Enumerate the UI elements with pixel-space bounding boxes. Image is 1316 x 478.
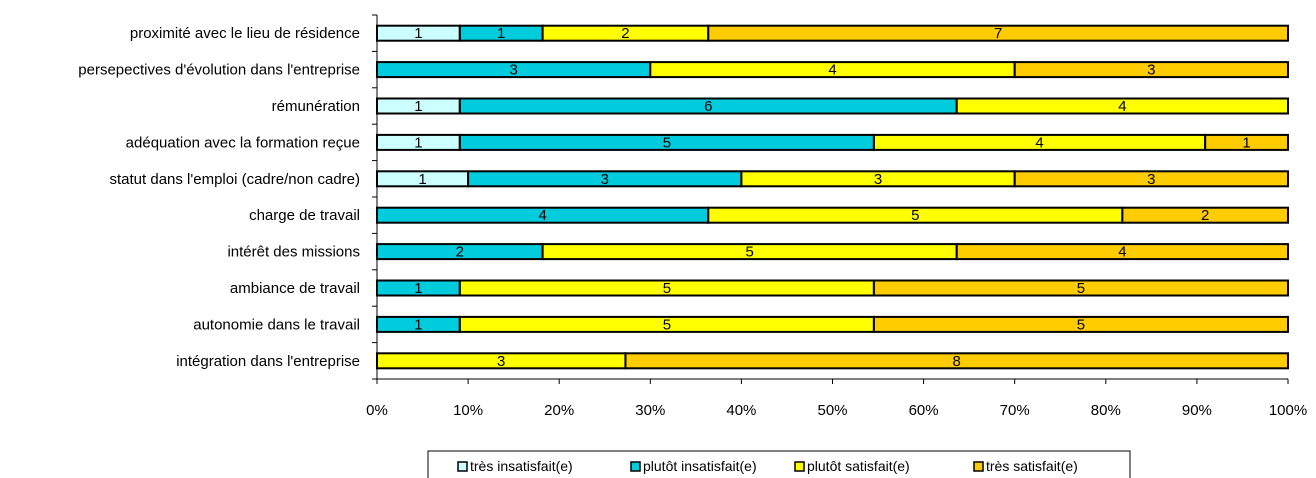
data-label-plutot-satisfait-e-4: 4	[1035, 134, 1043, 151]
x-tick-label: 20%	[544, 402, 574, 419]
data-label-tres-satisfait-e-1: 7	[994, 25, 1002, 42]
data-label-plutot-insatisfait-e-9: 1	[414, 316, 422, 333]
category-label-adequation-avec-la-formation-recue: adéquation avec la formation reçue	[126, 134, 360, 151]
bar-segment-plutot-satisfait-e-3	[955, 97, 1290, 115]
data-label-tres-satisfait-e-7: 4	[1118, 244, 1126, 261]
data-label-tres-satisfait-e-10: 8	[953, 353, 961, 370]
category-label-autonomie-dans-le-travail: autonomie dans le travail	[193, 316, 360, 333]
category-label-persepectives-d-evolution-dans-l-entreprise: persepectives d'évolution dans l'entrepr…	[78, 62, 360, 79]
data-label-plutot-insatisfait-e-2: 3	[509, 62, 517, 79]
x-tick-label: 30%	[635, 402, 665, 419]
category-label-integration-dans-l-entreprise: intégration dans l'entreprise	[176, 353, 360, 370]
category-label-statut-dans-l-emploi-cadre-non-cadre: statut dans l'emploi (cadre/non cadre)	[110, 171, 361, 188]
data-label-tres-satisfait-e-8: 5	[1077, 280, 1085, 297]
bar-segment-tres-satisfait-e-10	[624, 352, 1289, 370]
x-tick-label: 0%	[366, 402, 388, 419]
data-label-plutot-insatisfait-e-6: 4	[538, 207, 546, 224]
data-label-plutot-satisfait-e-5: 3	[874, 171, 882, 188]
legend-label-plutot-satisfait-e: plutôt satisfait(e)	[807, 458, 910, 474]
bar-segment-tres-satisfait-e-5	[1013, 170, 1289, 188]
data-label-tres-satisfait-e-4: 1	[1242, 134, 1250, 151]
category-label-interet-des-missions: intérêt des missions	[227, 244, 360, 261]
x-tick-label: 10%	[453, 402, 483, 419]
legend-label-plutot-insatisfait-e: plutôt insatisfait(e)	[643, 458, 757, 474]
category-label-charge-de-travail: charge de travail	[249, 207, 360, 224]
data-label-plutot-insatisfait-e-8: 1	[414, 280, 422, 297]
legend-swatch-plutot-insatisfait-e	[630, 461, 641, 472]
data-label-tres-satisfait-e-5: 3	[1147, 171, 1155, 188]
data-label-plutot-insatisfait-e-3: 6	[704, 98, 712, 115]
legend-box	[427, 450, 1131, 478]
x-tick-label: 50%	[817, 402, 847, 419]
category-label-proximite-avec-le-lieu-de-residence: proximité avec le lieu de résidence	[130, 25, 360, 42]
x-tick-label: 40%	[726, 402, 756, 419]
data-label-tres-satisfait-e-2: 3	[1147, 62, 1155, 79]
legend-swatch-plutot-satisfait-e	[794, 461, 805, 472]
axis-layer: proximité avec le lieu de résidence perse…	[78, 14, 1307, 419]
bar-segment-tres-satisfait-e-7	[955, 243, 1290, 261]
data-label-tres-insatisfait-e-1: 1	[414, 25, 422, 42]
category-label-ambiance-de-travail: ambiance de travail	[230, 280, 360, 297]
legend: très insatisfait(e) plutôt insatisfait(e)…	[427, 450, 1131, 478]
x-tick-label: 100%	[1269, 402, 1307, 419]
x-tick-label: 90%	[1182, 402, 1212, 419]
bar-segment-tres-satisfait-e-9	[872, 315, 1290, 333]
data-label-plutot-satisfait-e-2: 4	[828, 62, 836, 79]
legend-label-tres-satisfait-e: très satisfait(e)	[986, 458, 1078, 474]
data-label-plutot-insatisfait-e-7: 2	[456, 244, 464, 261]
legend-swatch-tres-insatisfait-e	[457, 461, 468, 472]
data-label-plutot-satisfait-e-10: 3	[497, 353, 505, 370]
data-label-plutot-satisfait-e-8: 5	[663, 280, 671, 297]
data-labels-layer: 1 1 2 7 3 4 3 1 6 4 1 5 4 1 1 3 3 3 4 5 2 2 5 4 1 5 5 1 5 5 3 8	[414, 25, 1251, 370]
data-label-plutot-satisfait-e-3: 4	[1118, 98, 1126, 115]
x-tick-label: 70%	[1000, 402, 1030, 419]
data-label-tres-insatisfait-e-5: 1	[418, 171, 426, 188]
data-label-tres-insatisfait-e-3: 1	[414, 98, 422, 115]
data-label-tres-satisfait-e-6: 2	[1201, 207, 1209, 224]
bar-segment-tres-satisfait-e-6	[1121, 206, 1290, 224]
data-label-tres-satisfait-e-9: 5	[1077, 316, 1085, 333]
category-label-remuneration: rémunération	[272, 98, 360, 115]
bar-segment-tres-satisfait-e-4	[1204, 133, 1289, 151]
data-label-plutot-insatisfait-e-5: 3	[601, 171, 609, 188]
data-label-plutot-satisfait-e-7: 5	[746, 244, 754, 261]
data-label-plutot-satisfait-e-6: 5	[911, 207, 919, 224]
bar-segment-tres-satisfait-e-1	[707, 24, 1289, 42]
bar-segment-tres-satisfait-e-2	[1013, 61, 1289, 79]
bar-segment-tres-satisfait-e-8	[872, 279, 1290, 297]
legend-swatch-tres-satisfait-e	[973, 461, 984, 472]
data-label-plutot-insatisfait-e-4: 5	[663, 134, 671, 151]
data-label-plutot-satisfait-e-1: 2	[621, 25, 629, 42]
legend-label-tres-insatisfait-e: très insatisfait(e)	[470, 458, 573, 474]
data-label-plutot-satisfait-e-9: 5	[663, 316, 671, 333]
data-label-tres-insatisfait-e-4: 1	[414, 134, 422, 151]
data-label-plutot-insatisfait-e-1: 1	[497, 25, 505, 42]
x-tick-label: 60%	[909, 402, 939, 419]
x-tick-label: 80%	[1091, 402, 1121, 419]
